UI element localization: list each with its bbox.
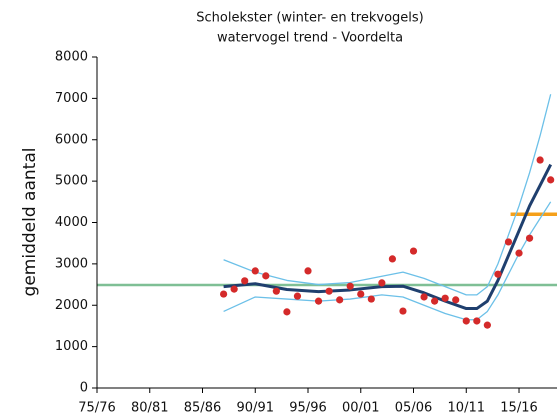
y-tick-label: 8000	[55, 50, 88, 65]
data-point	[241, 277, 249, 285]
data-point	[336, 296, 344, 304]
data-point	[325, 287, 333, 295]
data-point	[473, 317, 481, 325]
y-axis-label: gemiddeld aantal	[20, 148, 40, 297]
data-point	[357, 290, 365, 298]
data-point	[283, 308, 291, 316]
y-tick-label: 7000	[55, 91, 88, 106]
chart-subtitle: watervogel trend - Voordelta	[217, 31, 403, 46]
y-tick-label: 5000	[55, 174, 88, 189]
data-point	[452, 296, 460, 304]
x-tick-label: 00/01	[342, 401, 379, 415]
x-tick-label: 80/81	[131, 401, 168, 415]
data-point	[462, 317, 470, 325]
chart-title: Scholekster (winter- en trekvogels)	[196, 11, 423, 26]
data-point	[441, 294, 449, 302]
data-point	[378, 279, 386, 287]
data-point	[220, 290, 228, 298]
data-point	[251, 267, 259, 275]
x-tick-label: 85/86	[184, 401, 221, 415]
y-tick-label: 4000	[55, 215, 88, 230]
y-tick-label: 1000	[55, 339, 88, 354]
data-point	[483, 321, 491, 329]
y-tick-label: 2000	[55, 298, 88, 313]
data-point	[536, 156, 544, 164]
y-tick-label: 0	[80, 381, 88, 396]
y-tick-label: 3000	[55, 256, 88, 271]
data-point	[399, 307, 407, 315]
data-point	[262, 272, 270, 280]
x-tick-label: 75/76	[78, 401, 115, 415]
data-point	[367, 295, 375, 303]
x-tick-label: 10/11	[448, 401, 485, 415]
data-point	[420, 293, 428, 301]
data-point	[388, 255, 397, 263]
data-point	[515, 249, 523, 257]
confidence-line	[223, 201, 552, 321]
data-point	[304, 267, 312, 275]
y-tick-label: 6000	[55, 132, 88, 147]
data-point	[272, 287, 280, 295]
data-point	[525, 234, 534, 242]
data-point	[431, 297, 439, 305]
data-point	[504, 238, 513, 246]
data-point	[230, 285, 238, 293]
x-tick-label: 95/96	[289, 401, 326, 415]
trend-line	[223, 163, 553, 311]
data-point	[494, 270, 502, 278]
data-point	[346, 282, 354, 290]
confidence-line	[223, 94, 552, 296]
data-point	[409, 247, 418, 255]
data-point	[293, 292, 302, 300]
x-tick-label: 15/16	[500, 401, 537, 415]
data-point	[547, 176, 555, 184]
x-tick-label: 90/91	[237, 401, 274, 415]
data-point	[314, 297, 323, 305]
x-tick-label: 05/06	[395, 401, 432, 415]
